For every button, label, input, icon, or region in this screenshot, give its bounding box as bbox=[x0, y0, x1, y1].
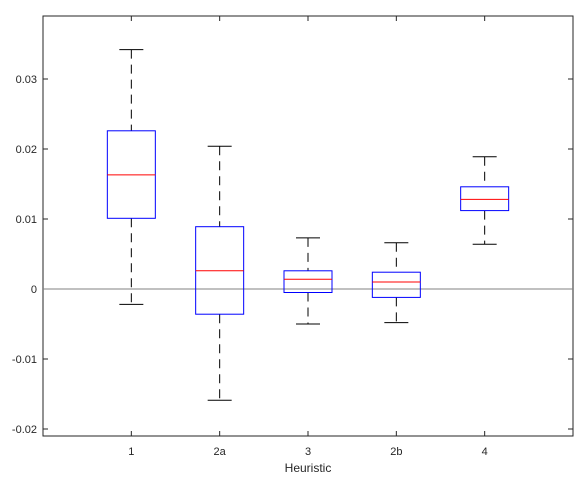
x-tick-label: 1 bbox=[128, 446, 134, 458]
plot-area bbox=[42, 15, 574, 437]
y-tick-label: 0.02 bbox=[16, 144, 37, 156]
box-3 bbox=[283, 237, 333, 325]
iqr-box bbox=[460, 186, 510, 212]
y-tick-label: 0.03 bbox=[16, 74, 37, 86]
x-axis: 1 2a 3 2b 4 bbox=[128, 16, 488, 458]
box-2a bbox=[195, 145, 245, 401]
boxes-group bbox=[106, 49, 510, 401]
iqr-box bbox=[283, 270, 333, 293]
box-2b bbox=[371, 242, 421, 324]
x-tick-label: 2b bbox=[390, 446, 402, 458]
y-tick-label: 0 bbox=[31, 284, 37, 296]
x-tick-label: 2a bbox=[214, 446, 227, 458]
iqr-box bbox=[371, 271, 421, 298]
x-tick-label: 3 bbox=[305, 446, 311, 458]
y-axis: -0.02 -0.01 0 0.01 0.02 0.03 bbox=[12, 74, 573, 436]
y-tick-label: -0.01 bbox=[12, 354, 37, 366]
x-axis-label: Heuristic bbox=[285, 461, 332, 475]
y-tick-label: -0.02 bbox=[12, 424, 37, 436]
box-4 bbox=[460, 156, 510, 245]
y-tick-label: 0.01 bbox=[16, 214, 37, 226]
box-1 bbox=[106, 49, 156, 305]
x-tick-label: 4 bbox=[482, 446, 488, 458]
